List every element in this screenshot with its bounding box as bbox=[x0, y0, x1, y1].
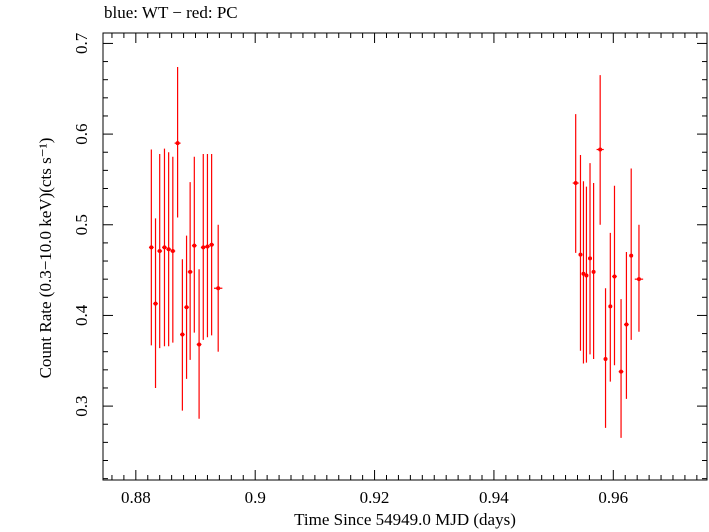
data-marker bbox=[153, 301, 158, 306]
plot-frame bbox=[102, 32, 708, 481]
data-marker bbox=[608, 304, 613, 309]
data-point bbox=[170, 156, 176, 343]
y-axis-label: Count Rate (0.3−10.0 keV)(cts s⁻¹) bbox=[36, 137, 55, 379]
data-marker bbox=[581, 271, 586, 276]
data-point bbox=[148, 149, 154, 346]
data-marker bbox=[175, 141, 180, 146]
data-point bbox=[578, 154, 583, 351]
x-tick-label: 0.94 bbox=[479, 488, 509, 507]
data-point bbox=[191, 156, 197, 333]
data-point bbox=[205, 154, 210, 338]
y-tick-label: 0.3 bbox=[72, 395, 91, 416]
data-point bbox=[634, 224, 644, 332]
data-marker bbox=[573, 181, 578, 186]
data-marker bbox=[578, 252, 583, 257]
data-marker bbox=[157, 249, 162, 254]
data-marker bbox=[184, 305, 189, 310]
data-point bbox=[572, 114, 579, 253]
data-point bbox=[596, 75, 604, 225]
data-marker bbox=[197, 342, 202, 347]
x-tick-label: 0.88 bbox=[121, 488, 151, 507]
x-tick-label: 0.9 bbox=[245, 488, 266, 507]
y-tick-label: 0.5 bbox=[72, 214, 91, 235]
x-tick-label: 0.96 bbox=[598, 488, 628, 507]
data-marker bbox=[192, 243, 197, 248]
data-point bbox=[584, 186, 589, 363]
chart-title: blue: WT − red: PC bbox=[104, 3, 238, 22]
data-point bbox=[174, 67, 181, 218]
data-marker bbox=[588, 256, 593, 261]
data-marker bbox=[188, 269, 193, 274]
data-marker bbox=[624, 322, 629, 327]
data-point bbox=[591, 183, 596, 359]
data-marker bbox=[149, 245, 154, 250]
data-point bbox=[157, 154, 163, 349]
x-axis-label: Time Since 54949.0 MJD (days) bbox=[294, 510, 516, 529]
data-marker bbox=[636, 277, 641, 282]
data-point bbox=[184, 235, 189, 379]
data-marker bbox=[584, 273, 589, 278]
data-point bbox=[187, 182, 193, 360]
data-marker bbox=[629, 253, 634, 258]
data-point bbox=[612, 185, 617, 366]
data-point bbox=[608, 232, 613, 382]
data-point bbox=[162, 148, 167, 347]
data-marker bbox=[180, 332, 185, 337]
y-tick-label: 0.4 bbox=[72, 304, 91, 326]
y-tick-label: 0.6 bbox=[72, 123, 91, 144]
x-tick-label: 0.92 bbox=[360, 488, 390, 507]
data-point bbox=[166, 152, 172, 347]
data-point bbox=[196, 269, 202, 419]
data-point bbox=[603, 288, 608, 428]
data-point bbox=[200, 154, 206, 340]
data-point bbox=[588, 163, 593, 355]
data-point bbox=[214, 224, 223, 352]
y-tick-label: 0.7 bbox=[72, 32, 91, 54]
data-point bbox=[179, 259, 185, 411]
data-marker bbox=[598, 147, 603, 152]
data-point bbox=[153, 218, 158, 388]
data-marker bbox=[201, 245, 206, 250]
data-marker bbox=[603, 356, 608, 361]
data-point bbox=[618, 299, 624, 438]
data-marker bbox=[170, 249, 175, 254]
data-marker bbox=[205, 244, 210, 249]
data-marker bbox=[162, 245, 167, 250]
data-marker bbox=[591, 269, 596, 274]
data-series-pc bbox=[148, 67, 644, 438]
data-marker bbox=[216, 286, 221, 291]
data-point bbox=[581, 181, 586, 364]
data-marker bbox=[166, 247, 171, 252]
data-marker bbox=[619, 369, 624, 374]
axis-ticks: 0.88 0.9 0.92 0.94 0.96 0.3 0.4 0.5 0.6 0.7 bbox=[72, 32, 707, 507]
data-point bbox=[629, 168, 634, 340]
data-marker bbox=[209, 242, 214, 247]
data-marker bbox=[612, 274, 617, 279]
data-point bbox=[209, 154, 215, 336]
data-point bbox=[624, 251, 629, 399]
